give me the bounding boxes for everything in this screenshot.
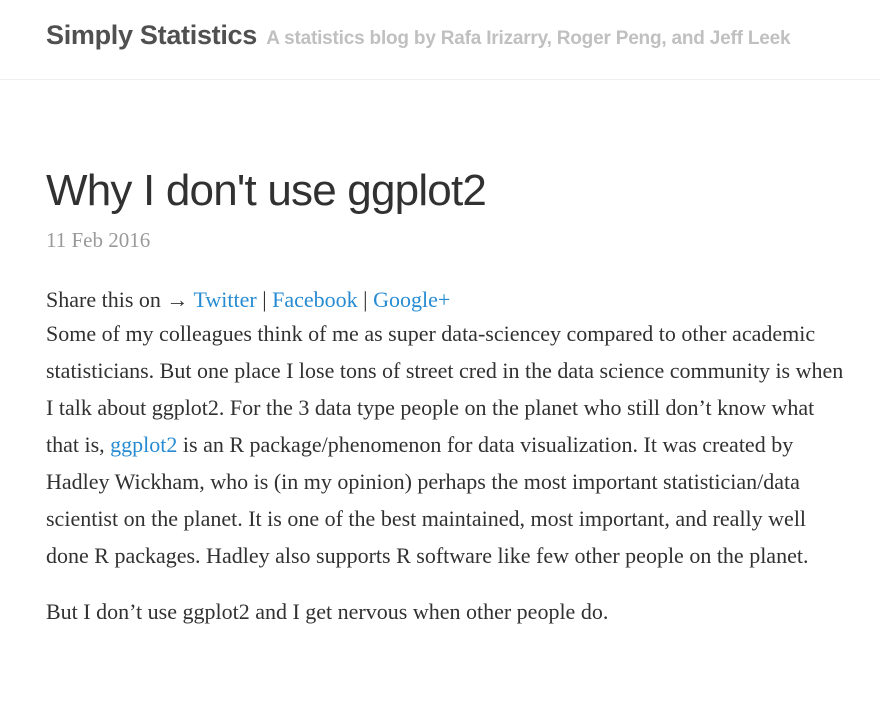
share-separator: |: [262, 287, 267, 312]
post-paragraph-1: Some of my colleagues think of me as sup…: [46, 315, 846, 574]
ggplot2-link[interactable]: ggplot2: [110, 432, 178, 457]
share-google-link[interactable]: Google+: [373, 287, 451, 312]
masthead: Simply Statistics A statistics blog by R…: [0, 0, 880, 80]
site-name-link[interactable]: Simply Statistics: [46, 20, 257, 50]
masthead-title: Simply Statistics A statistics blog by R…: [46, 18, 791, 56]
share-facebook-link[interactable]: Facebook: [272, 287, 358, 312]
post-date: 11 Feb 2016: [46, 228, 151, 252]
share-separator: |: [363, 287, 368, 312]
paragraph-text: is an R package/phenomenon for data visu…: [46, 432, 809, 568]
site-tagline: A statistics blog by Rafa Irizarry, Roge…: [266, 28, 791, 49]
post-title: Why I don't use ggplot2: [46, 166, 487, 215]
post: Why I don't use ggplot2 11 Feb 2016 Shar…: [46, 160, 846, 630]
share-twitter-link[interactable]: Twitter: [193, 287, 257, 312]
share-line: Share this on → Twitter | Facebook | Goo…: [46, 285, 846, 315]
paragraph-text: Some of my colleagues think of me as sup…: [46, 321, 844, 457]
share-prefix: Share this on →: [46, 287, 189, 312]
post-paragraph-2: But I don’t use ggplot2 and I get nervou…: [46, 599, 609, 624]
